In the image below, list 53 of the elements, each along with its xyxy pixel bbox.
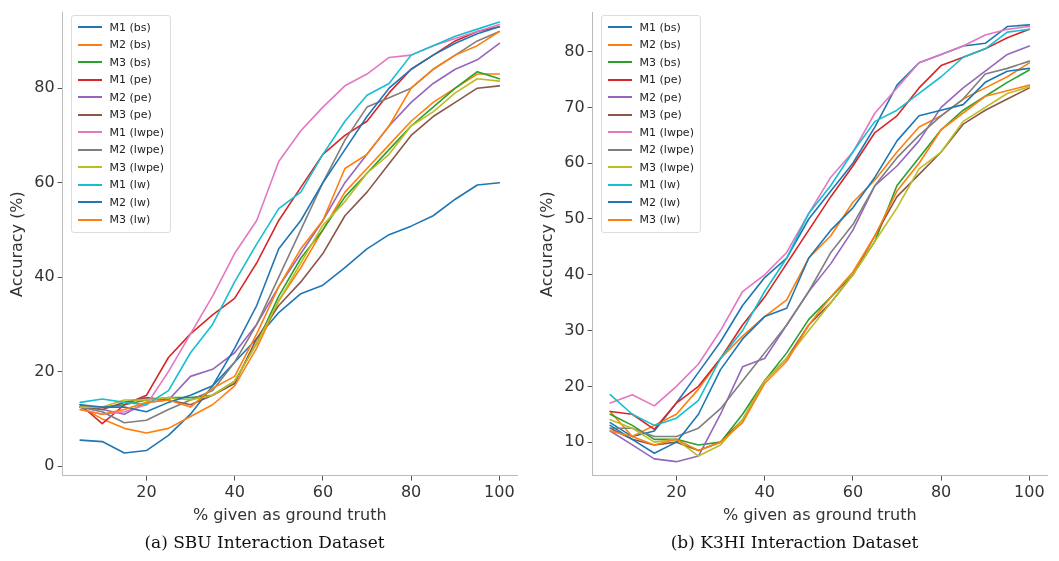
x-tick-label: 60 (842, 482, 864, 502)
legend-label: M1 (lwpe) (109, 125, 164, 139)
y-tick-label: 20 (564, 375, 585, 395)
y-tick-label: 30 (564, 319, 585, 339)
legend-label: M3 (pe) (639, 108, 682, 122)
y-tick-label: 50 (564, 208, 585, 228)
legend-label: M2 (lwpe) (639, 143, 694, 157)
x-tick-label: 40 (224, 482, 245, 502)
legend-label: M2 (pe) (109, 90, 152, 104)
y-tick-label: 80 (34, 77, 55, 97)
legend-label: M2 (lw) (109, 195, 151, 209)
legend-label: M2 (lw) (639, 195, 681, 209)
legend-label: M3 (lwpe) (639, 160, 694, 174)
legend-label: M3 (bs) (639, 55, 681, 69)
y-tick-label: 60 (564, 152, 585, 172)
legend-label: M1 (bs) (639, 20, 681, 34)
text: (a) SBU Interaction Dataset (143, 532, 386, 552)
y-tick-label: 70 (564, 96, 585, 116)
legend-label: M1 (lw) (109, 178, 151, 192)
legend-label: M3 (lw) (639, 213, 681, 227)
y-tick-label: 40 (34, 266, 55, 286)
y-tick-label: 20 (34, 360, 55, 380)
x-tick-label: 40 (754, 482, 775, 502)
y-tick-label: 80 (564, 40, 585, 60)
y-tick-label: 0 (44, 455, 55, 475)
x-tick-label: 80 (400, 482, 422, 502)
legend-label: M2 (bs) (639, 38, 681, 52)
x-tick-label: 100 (1014, 482, 1045, 502)
legend-label: M1 (pe) (639, 73, 682, 87)
y-axis-title: Accuracy (%) (6, 191, 26, 298)
y-tick-label: 60 (34, 171, 55, 191)
legend-label: M2 (bs) (109, 38, 151, 52)
y-axis-title: Accuracy (%) (536, 191, 556, 298)
y-tick-label: 40 (564, 263, 585, 283)
legend-label: M2 (pe) (639, 90, 682, 104)
x-tick-label: 80 (930, 482, 952, 502)
legend-label: M3 (pe) (109, 108, 152, 122)
legend-label: M3 (lwpe) (109, 160, 164, 174)
y-tick-label: 10 (564, 431, 585, 451)
x-axis-title: % given as ground truth (722, 504, 917, 524)
text: (b) K3HI Interaction Dataset (669, 532, 920, 552)
legend-label: M2 (lwpe) (109, 143, 164, 157)
legend-label: M1 (lwpe) (639, 125, 694, 139)
legend-label: M3 (lw) (109, 213, 151, 227)
legend-label: M1 (lw) (639, 178, 681, 192)
x-tick-label: 60 (312, 482, 334, 502)
legend-label: M1 (bs) (109, 20, 151, 34)
x-tick-label: 20 (136, 482, 157, 502)
legend-label: M1 (pe) (109, 73, 152, 87)
x-tick-label: 100 (484, 482, 515, 502)
x-axis-title: % given as ground truth (192, 504, 387, 524)
x-tick-label: 20 (666, 482, 687, 502)
legend-label: M3 (bs) (109, 55, 151, 69)
